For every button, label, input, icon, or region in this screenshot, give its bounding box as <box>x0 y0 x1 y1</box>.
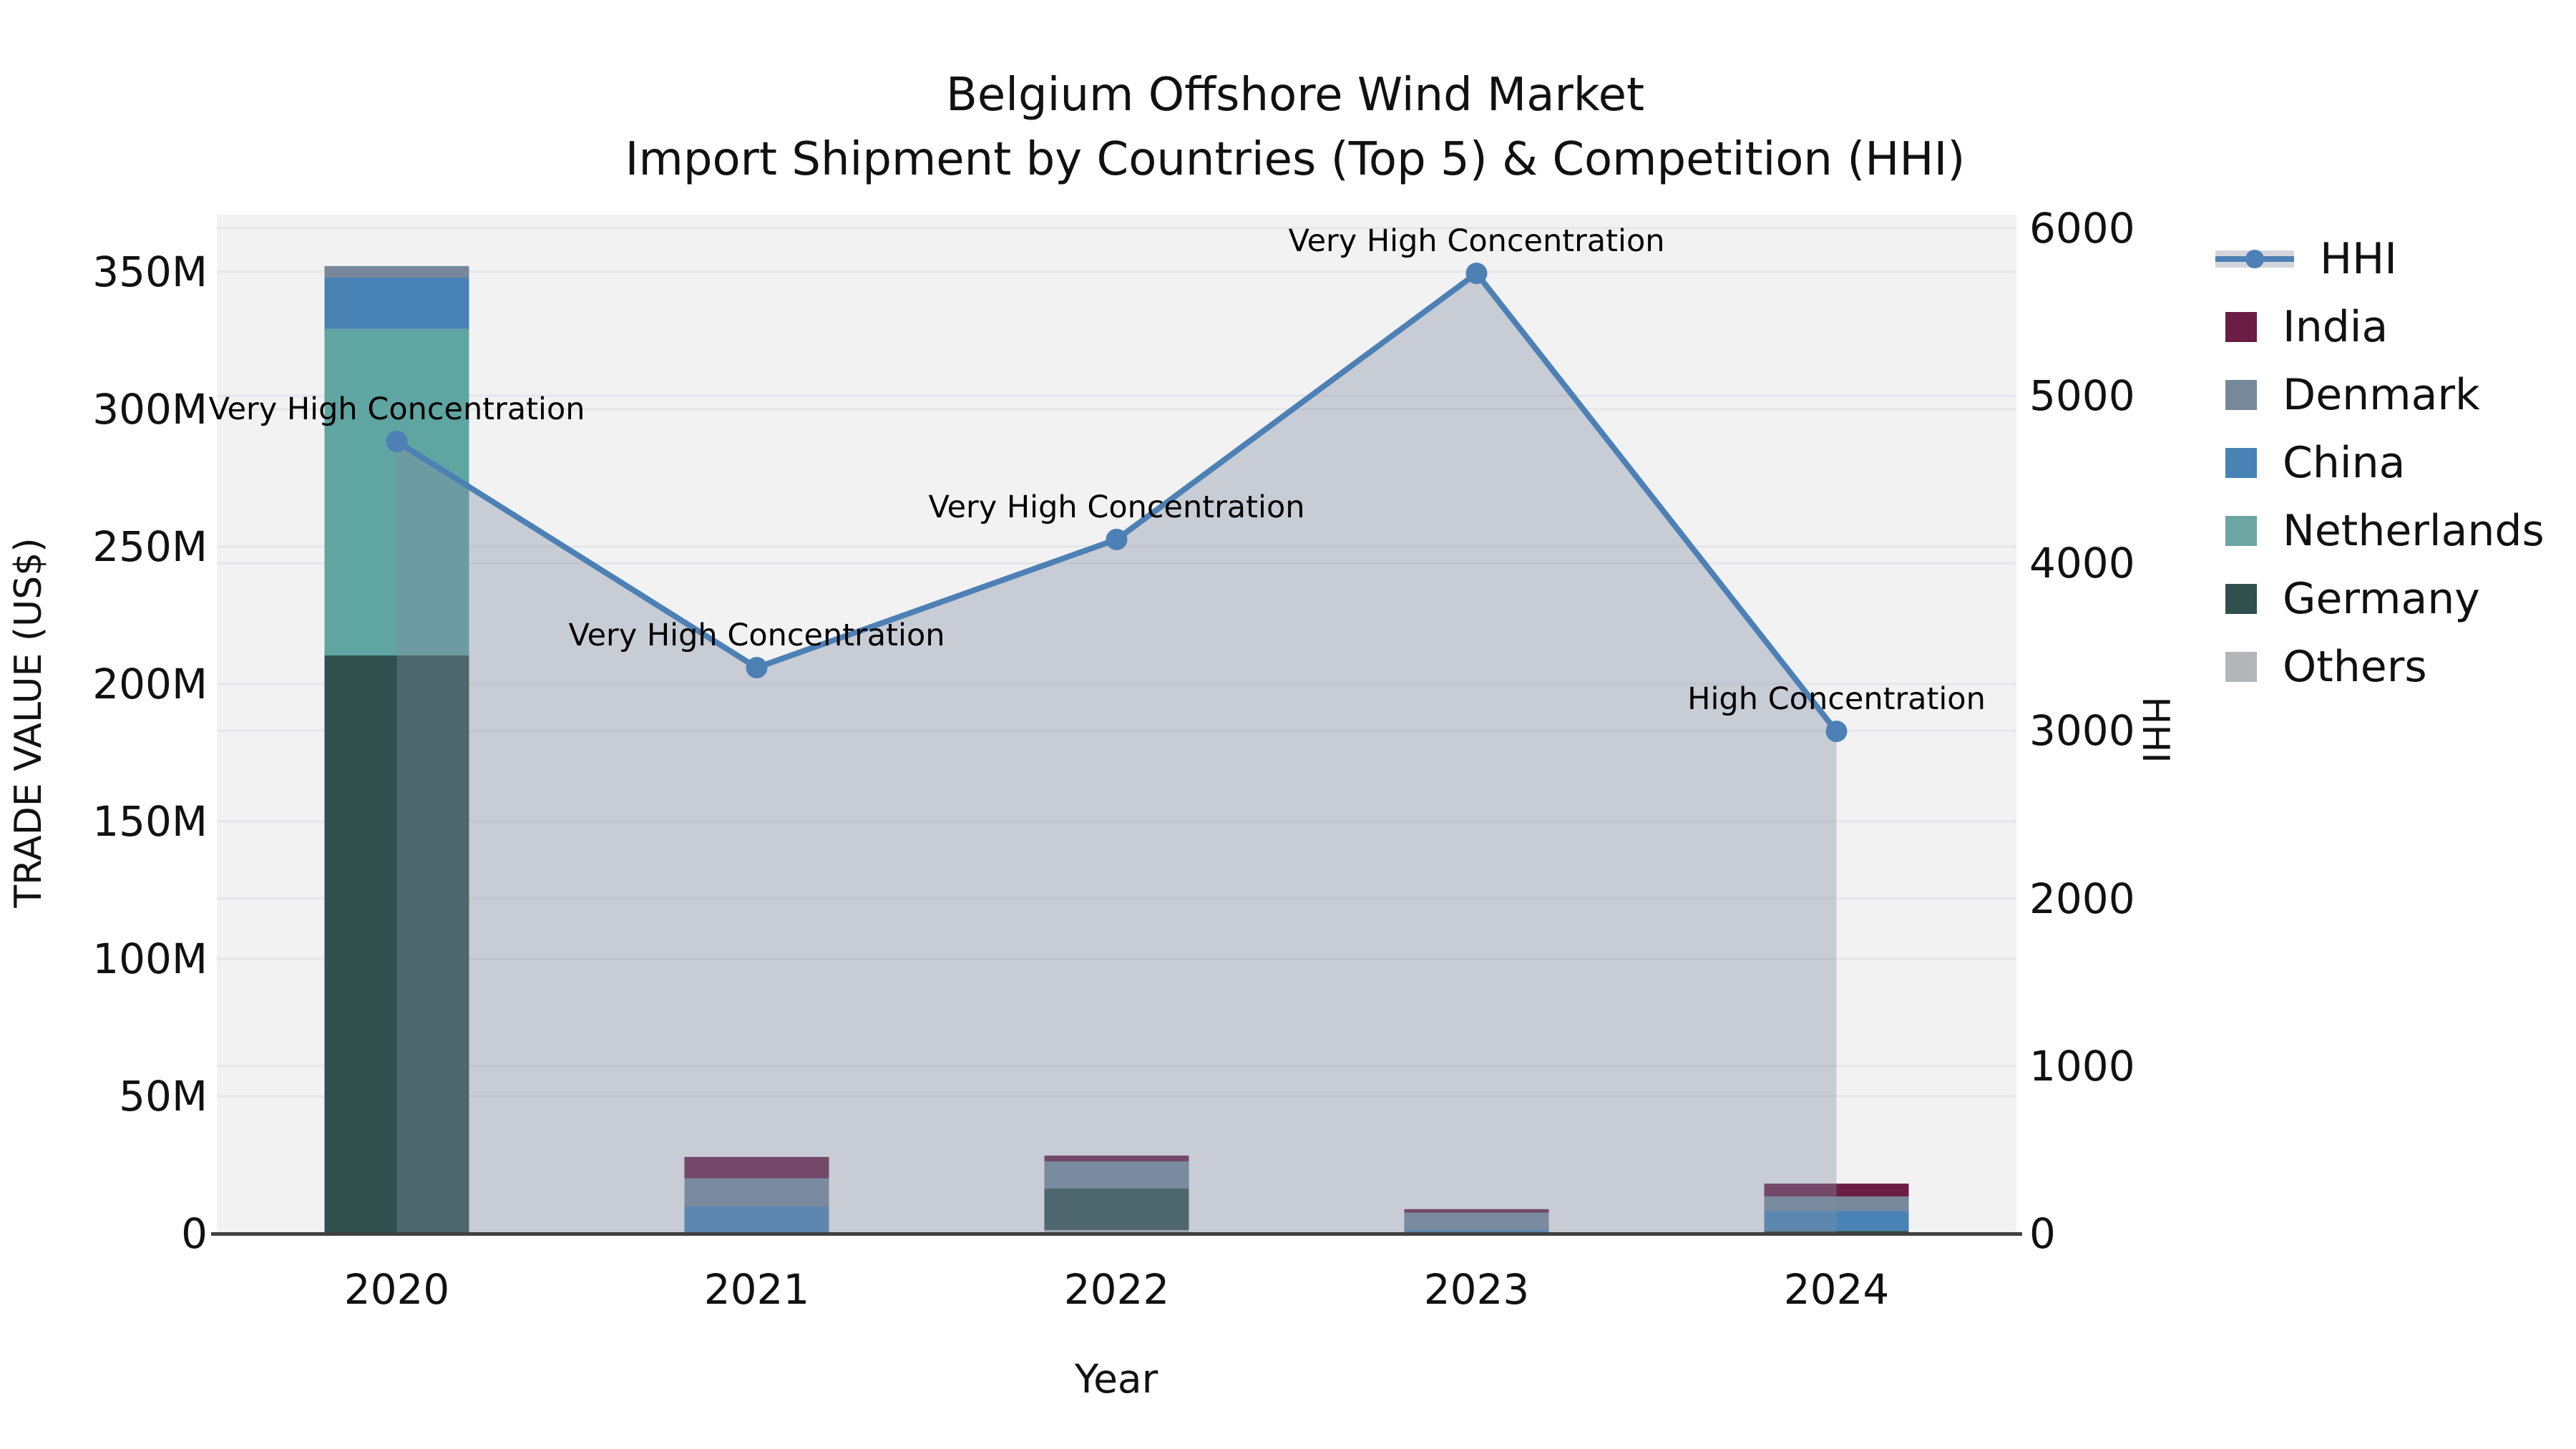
bar-segment-2020-denmark <box>324 265 469 278</box>
legend-label-hhi: HHI <box>2320 233 2397 284</box>
hhi-area-fill <box>396 273 1837 1234</box>
bar-segment-2020-china <box>324 277 469 329</box>
y-right-tick-2000: 2000 <box>2029 874 2135 923</box>
legend-swatch-netherlands <box>2225 515 2257 546</box>
hhi-marker-2022 <box>1106 528 1128 550</box>
bar-segment-2021-india <box>684 1156 829 1179</box>
legend-item-germany: Germany <box>2215 565 2480 633</box>
y-right-tick-3000: 3000 <box>2029 706 2135 756</box>
y-left-tick-150M: 150M <box>92 796 208 846</box>
x-tick-2022: 2022 <box>1063 1265 1170 1314</box>
y-left-tick-200M: 200M <box>92 659 208 708</box>
annotation-2021: Very High Concentration <box>568 618 945 654</box>
legend-swatch-others <box>2225 651 2257 682</box>
y-right-tick-4000: 4000 <box>2029 539 2135 588</box>
y-right-tick-1000: 1000 <box>2029 1041 2135 1091</box>
legend-label-denmark: Denmark <box>2283 369 2480 420</box>
bar-segment-2021-denmark <box>684 1178 829 1206</box>
legend-swatch-china <box>2225 447 2257 478</box>
bar-segment-2020-germany <box>324 655 469 1234</box>
y-left-tick-100M: 100M <box>92 934 208 983</box>
bar-segment-2022-denmark <box>1044 1161 1189 1189</box>
legend-hhi-line-icon <box>2215 244 2294 274</box>
hhi-marker-2023 <box>1465 262 1488 284</box>
legend-label-germany: Germany <box>2283 573 2480 624</box>
bar-segment-2020-netherlands <box>324 328 469 655</box>
annotation-2024: High Concentration <box>1687 681 1986 718</box>
chart-title-line2: Import Shipment by Countries (Top 5) & C… <box>625 133 1966 186</box>
x-tick-2020: 2020 <box>343 1265 450 1314</box>
bar-segment-2022-india <box>1044 1155 1189 1161</box>
x-axis-title: Year <box>1074 1356 1158 1402</box>
y-left-tick-300M: 300M <box>92 384 208 434</box>
bar-segment-2023-india <box>1404 1209 1549 1213</box>
legend-label-others: Others <box>2283 641 2427 692</box>
annotation-2022: Very High Concentration <box>928 489 1305 525</box>
legend-swatch-denmark <box>2225 379 2257 410</box>
bar-segment-2023-china <box>1404 1230 1549 1234</box>
hhi-marker-2021 <box>746 657 768 679</box>
bar-segment-2024-china <box>1764 1211 1909 1231</box>
x-tick-2024: 2024 <box>1783 1265 1890 1314</box>
bar-segment-2021-china <box>684 1206 829 1234</box>
legend-label-china: China <box>2283 437 2406 488</box>
x-tick-2021: 2021 <box>703 1265 810 1314</box>
x-axis-line <box>211 1232 2022 1236</box>
y-left-tick-50M: 50M <box>119 1071 208 1121</box>
y-left-tick-250M: 250M <box>92 522 208 571</box>
y-right-tick-5000: 5000 <box>2029 371 2135 420</box>
y-right-tick-0: 0 <box>2029 1209 2056 1258</box>
bar-segment-2022-germany <box>1044 1189 1189 1231</box>
legend-swatch-germany <box>2225 583 2257 614</box>
hhi-marker-2024 <box>1825 721 1848 743</box>
bar-segment-2023-denmark <box>1404 1212 1549 1231</box>
chart-title-line1: Belgium Offshore Wind Market <box>945 69 1645 122</box>
y-left-tick-0: 0 <box>181 1209 208 1258</box>
annotation-2023: Very High Concentration <box>1288 223 1665 259</box>
y-axis-right-title: HHI <box>2134 696 2177 763</box>
legend-item-china: China <box>2215 429 2405 497</box>
legend-item-others: Others <box>2215 633 2427 701</box>
y-left-tick-350M: 350M <box>92 247 208 296</box>
bar-segment-2024-india <box>1764 1184 1909 1197</box>
legend-label-india: India <box>2283 301 2389 352</box>
x-tick-2023: 2023 <box>1423 1265 1530 1314</box>
legend-item-netherlands: Netherlands <box>2215 497 2545 565</box>
legend-item-denmark: Denmark <box>2215 361 2480 429</box>
annotation-2020: Very High Concentration <box>208 391 585 427</box>
bar-segment-2024-denmark <box>1764 1196 1909 1211</box>
y-right-tick-6000: 6000 <box>2029 203 2135 253</box>
y-axis-left-title: TRADE VALUE (US$) <box>7 537 50 908</box>
legend-swatch-india <box>2225 311 2257 342</box>
legend-label-netherlands: Netherlands <box>2283 505 2545 556</box>
legend-item-hhi: HHI <box>2215 225 2397 293</box>
hhi-marker-2020 <box>386 430 408 452</box>
bar-segment-2022-others <box>1044 1230 1189 1234</box>
plot-area-background <box>217 215 2016 1234</box>
legend-item-india: India <box>2215 293 2388 361</box>
